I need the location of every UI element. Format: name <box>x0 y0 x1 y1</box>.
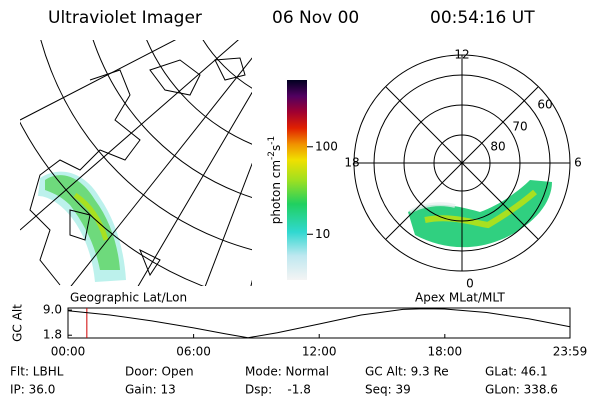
info-field: GLon: 338.6 <box>485 383 558 397</box>
info-field: Door: Open <box>125 365 194 379</box>
mlt-label: 6 <box>574 156 582 170</box>
altitude-axis-label: GC Alt <box>11 304 25 342</box>
lat-label: 80 <box>490 140 505 154</box>
title: Ultraviolet Imager <box>48 8 202 28</box>
unit: s <box>269 145 283 151</box>
x-tick-label: 06:00 <box>176 345 211 359</box>
mlt-label: 0 <box>466 277 474 291</box>
time: 00:54:16 UT <box>430 8 535 28</box>
altitude-plot-frame <box>67 307 571 339</box>
info-field: Flt: LBHL <box>10 365 64 379</box>
x-tick-label: 18:00 <box>428 345 463 359</box>
mlt-label: 12 <box>454 48 469 62</box>
date: 06 Nov 00 <box>272 8 359 28</box>
polar-map <box>353 54 571 272</box>
lat-label: 60 <box>537 98 552 112</box>
y-tick-label: 1.8 <box>43 328 62 342</box>
info-field: IP: 36.0 <box>10 383 55 397</box>
unit: -2 <box>267 151 277 160</box>
info-field: GLat: 46.1 <box>485 365 548 379</box>
unit: photon cm <box>269 160 283 224</box>
y-tick-label: 9.0 <box>43 303 62 317</box>
info-field: GC Alt: 9.3 Re <box>365 365 449 379</box>
info-field: Dsp: -1.8 <box>245 383 311 397</box>
unit: -1 <box>267 136 277 145</box>
x-tick-label: 00:00 <box>51 345 86 359</box>
x-tick-label: 12:00 <box>302 345 337 359</box>
colorbar <box>287 80 307 280</box>
colorbar-tick-label: 100 <box>315 139 338 153</box>
mlt-label: 18 <box>344 156 359 170</box>
info-field: Gain: 13 <box>125 383 176 397</box>
left-panel-label: Geographic Lat/Lon <box>70 291 187 305</box>
colorbar-tick-label: 10 <box>315 227 330 241</box>
lat-label: 70 <box>512 120 527 134</box>
geographic-map <box>20 40 252 286</box>
info-field: Mode: Normal <box>245 365 329 379</box>
altitude-curve <box>67 308 571 339</box>
x-tick-label: 23:59 <box>553 345 588 359</box>
colorbar-label: photon cm-2s-1 <box>267 136 283 225</box>
info-field: Seq: 39 <box>365 383 411 397</box>
polar-panel-label: Apex MLat/MLT <box>415 291 505 305</box>
